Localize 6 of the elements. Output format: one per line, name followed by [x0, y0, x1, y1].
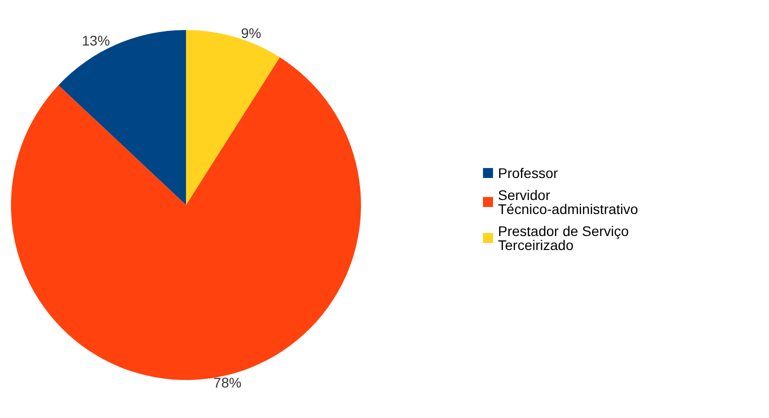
data-label: 78%: [213, 374, 242, 391]
data-label: 13%: [82, 32, 110, 49]
legend-label: Professor: [498, 165, 558, 181]
data-label: 9%: [240, 25, 262, 42]
legend-label: Servidor Técnico-administrativo: [498, 187, 638, 217]
legend-label: Prestador de Serviço Terceirizado: [498, 223, 633, 253]
